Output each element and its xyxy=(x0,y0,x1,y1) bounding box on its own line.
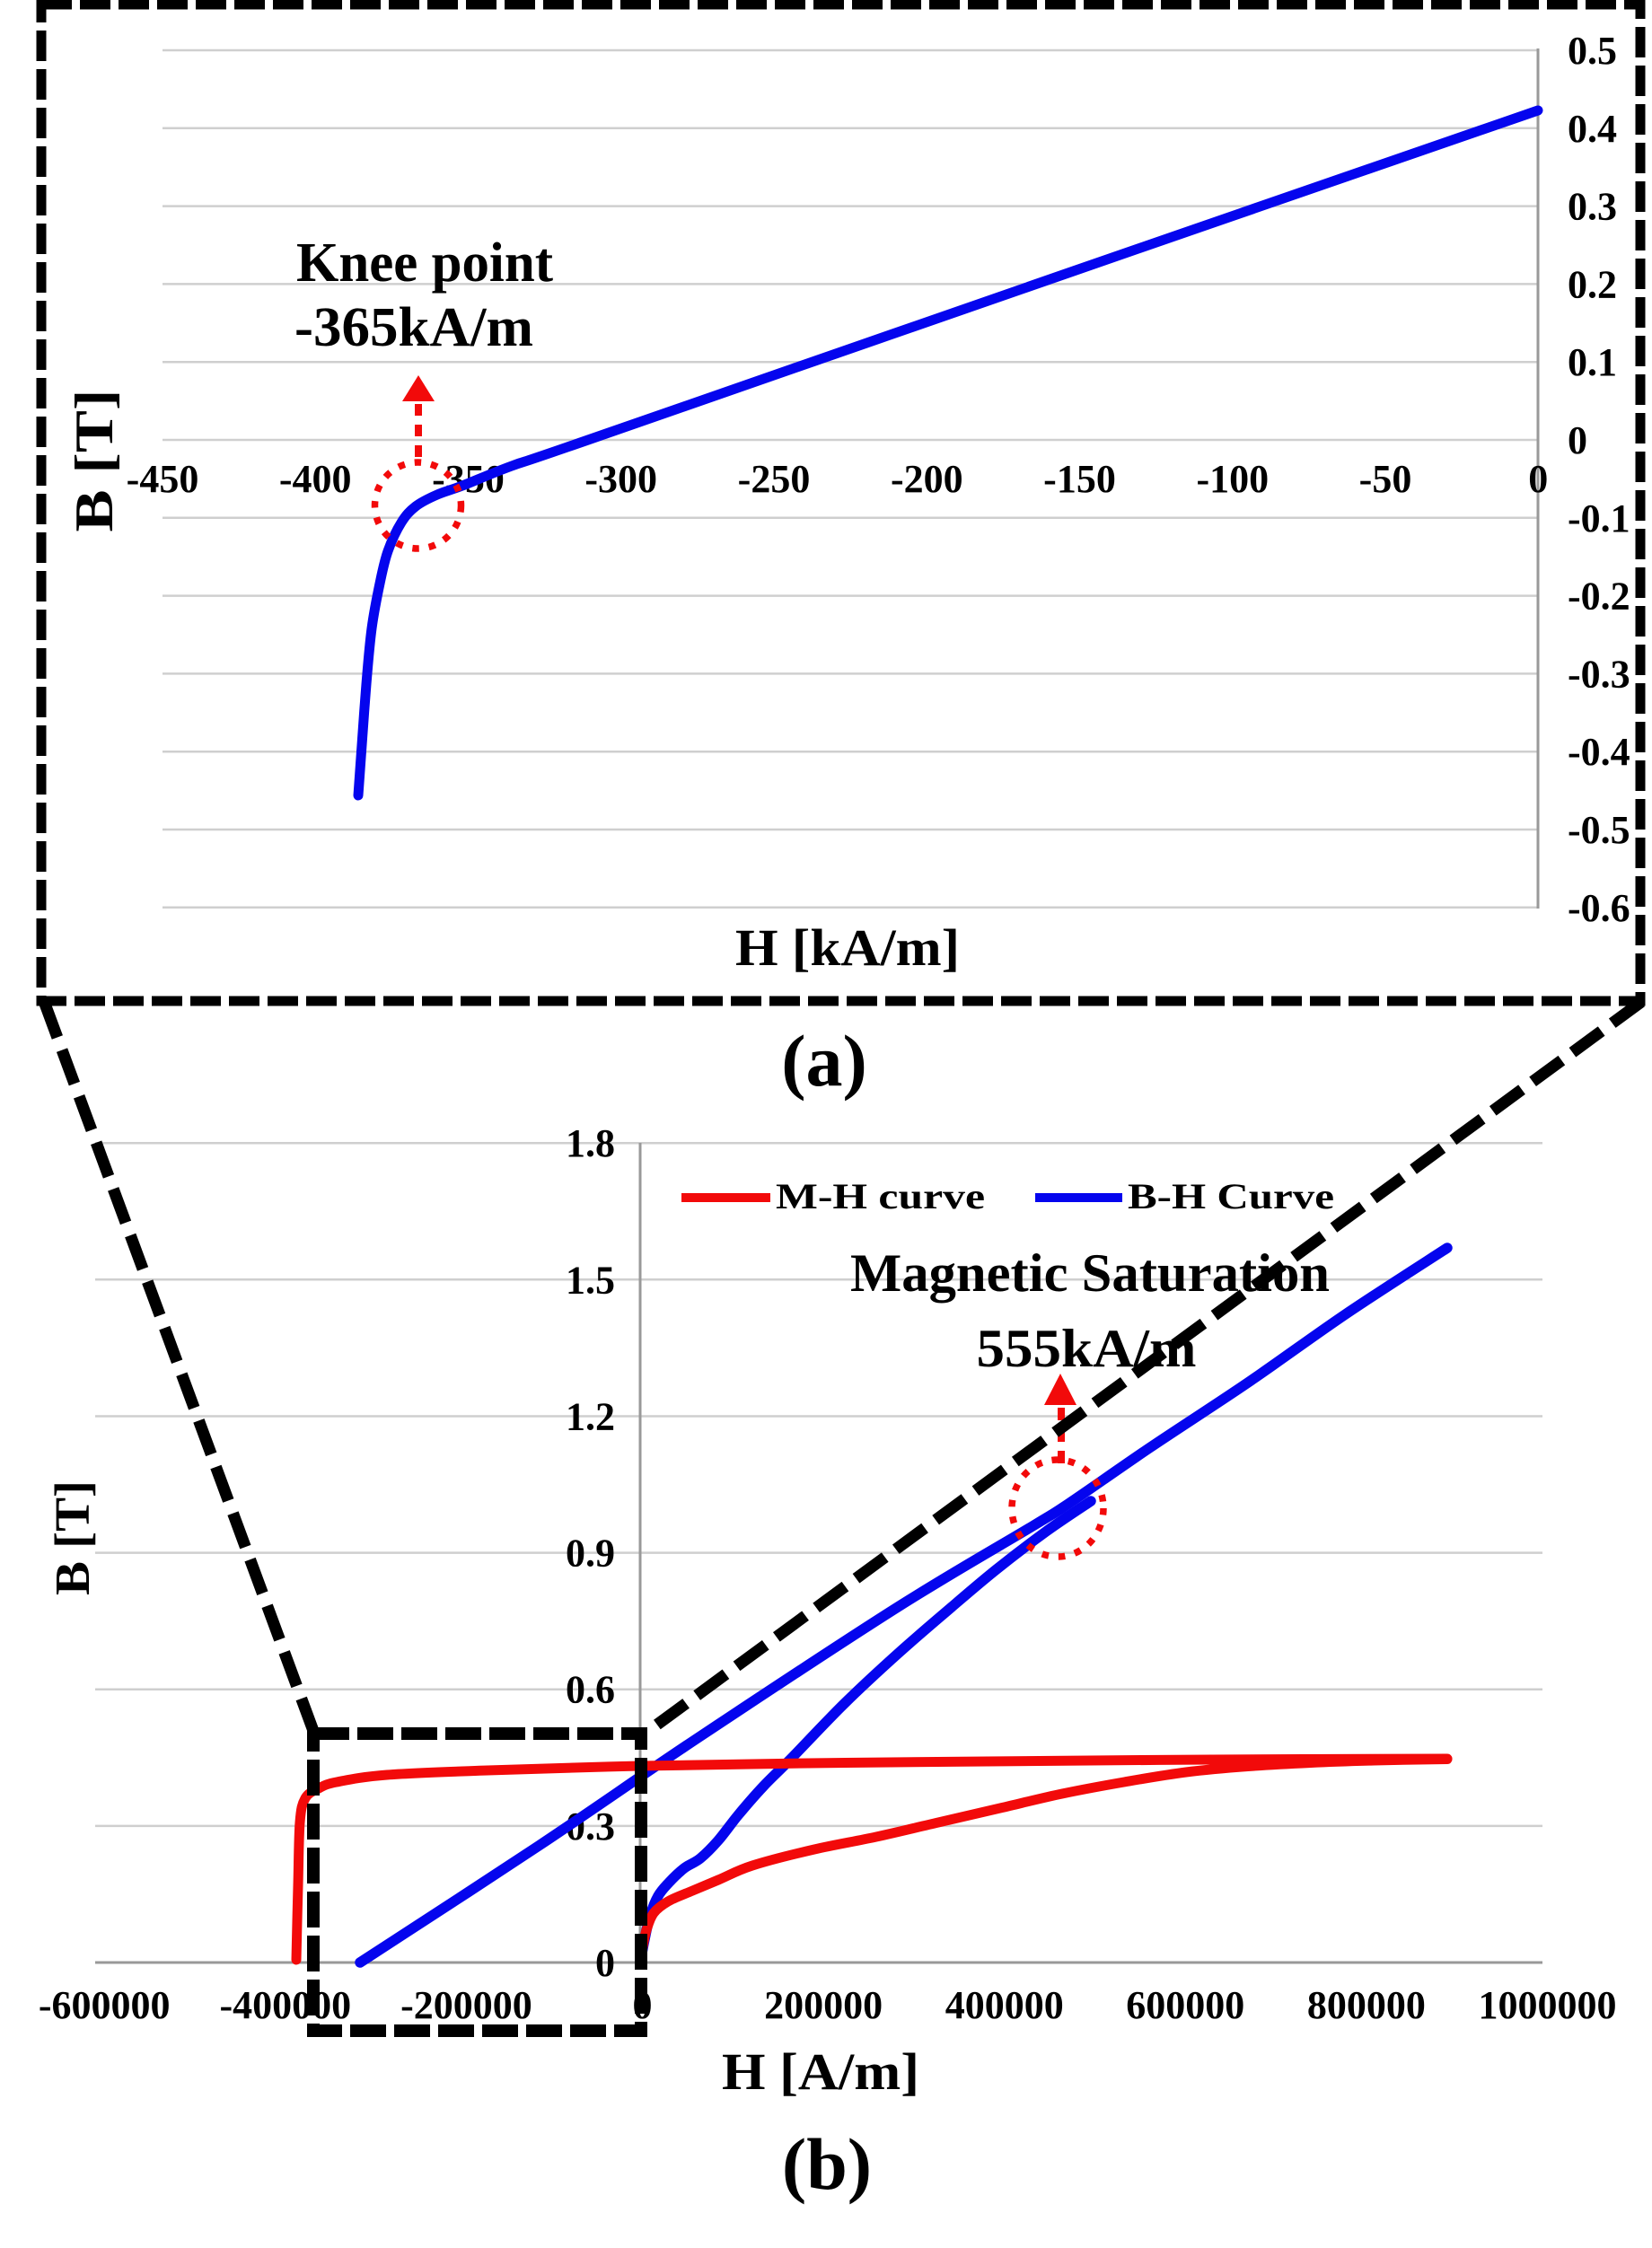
svg-text:Magnetic Saturation: Magnetic Saturation xyxy=(850,1243,1330,1303)
svg-text:-400: -400 xyxy=(279,457,352,501)
svg-text:-0.1: -0.1 xyxy=(1568,496,1630,540)
svg-text:B [T]: B [T] xyxy=(65,390,124,532)
svg-text:200000: 200000 xyxy=(764,1983,883,2027)
svg-text:-150: -150 xyxy=(1043,457,1116,501)
svg-text:-300: -300 xyxy=(584,457,657,501)
svg-text:M-H curve: M-H curve xyxy=(776,1176,985,1216)
svg-text:0.1: 0.1 xyxy=(1568,340,1617,384)
svg-text:1.8: 1.8 xyxy=(566,1121,615,1165)
svg-text:0.2: 0.2 xyxy=(1568,262,1617,306)
svg-text:0.9: 0.9 xyxy=(566,1532,615,1576)
svg-text:H [A/m]: H [A/m] xyxy=(722,2042,919,2101)
svg-text:(b): (b) xyxy=(782,2123,872,2205)
svg-text:0.3: 0.3 xyxy=(1568,185,1617,229)
svg-text:-0.2: -0.2 xyxy=(1568,575,1630,619)
svg-text:0.6: 0.6 xyxy=(566,1668,615,1712)
svg-text:800000: 800000 xyxy=(1307,1983,1426,2027)
svg-text:-0.6: -0.6 xyxy=(1568,886,1630,930)
svg-text:0.5: 0.5 xyxy=(1568,29,1617,73)
svg-text:H [kA/m]: H [kA/m] xyxy=(735,918,960,977)
svg-text:555kA/m: 555kA/m xyxy=(977,1319,1197,1378)
svg-text:B-H Curve: B-H Curve xyxy=(1128,1176,1334,1216)
svg-text:0.4: 0.4 xyxy=(1568,107,1617,151)
svg-text:-400000: -400000 xyxy=(219,1983,351,2027)
svg-text:-365kA/m: -365kA/m xyxy=(294,297,533,358)
svg-text:-0.4: -0.4 xyxy=(1568,730,1630,774)
svg-text:-200000: -200000 xyxy=(400,1983,532,2027)
svg-text:1.5: 1.5 xyxy=(566,1258,615,1302)
svg-text:0: 0 xyxy=(595,1941,615,1985)
svg-text:-450: -450 xyxy=(127,457,199,501)
svg-text:B [T]: B [T] xyxy=(45,1480,100,1595)
svg-text:-200: -200 xyxy=(891,457,963,501)
svg-text:400000: 400000 xyxy=(945,1983,1064,2027)
svg-text:-50: -50 xyxy=(1359,457,1412,501)
svg-text:Knee point: Knee point xyxy=(296,233,553,294)
svg-text:0: 0 xyxy=(1528,457,1548,501)
svg-text:0: 0 xyxy=(1568,418,1587,462)
svg-text:-0.3: -0.3 xyxy=(1568,652,1630,696)
svg-text:1.2: 1.2 xyxy=(566,1395,615,1439)
svg-text:1000000: 1000000 xyxy=(1479,1983,1617,2027)
svg-text:-250: -250 xyxy=(738,457,811,501)
svg-text:-600000: -600000 xyxy=(39,1983,171,2027)
svg-text:-0.5: -0.5 xyxy=(1568,808,1630,852)
svg-text:600000: 600000 xyxy=(1126,1983,1244,2027)
svg-text:(a): (a) xyxy=(781,1020,867,1102)
svg-text:-100: -100 xyxy=(1196,457,1269,501)
